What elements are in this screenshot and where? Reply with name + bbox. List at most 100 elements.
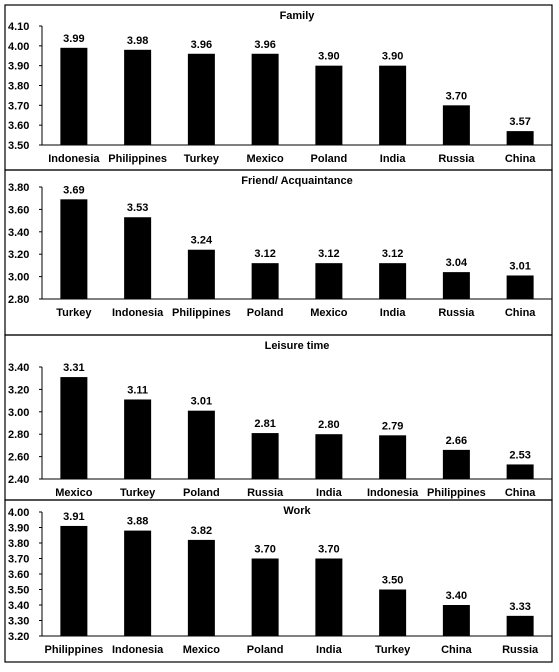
category-label: China	[505, 307, 536, 319]
category-label: Turkey	[375, 644, 411, 656]
y-tick-label: 3.40	[8, 362, 29, 374]
bar	[60, 525, 88, 636]
bar	[442, 105, 470, 145]
data-label: 3.53	[127, 202, 148, 214]
y-tick-label: 3.90	[8, 61, 29, 73]
y-tick-label: 3.70	[8, 554, 29, 566]
y-tick-label: 2.60	[8, 452, 29, 464]
y-tick-label: 2.80	[8, 429, 29, 441]
data-label: 3.04	[446, 257, 468, 269]
data-label: 3.24	[191, 235, 213, 247]
y-tick-label: 3.20	[8, 249, 29, 261]
bar	[315, 558, 343, 636]
category-label: Indonesia	[112, 644, 164, 656]
bar	[506, 615, 534, 636]
category-label: Mexico	[183, 644, 221, 656]
bar	[251, 433, 279, 479]
data-label: 3.12	[254, 248, 275, 260]
data-label: 2.53	[509, 449, 530, 461]
bar	[124, 530, 152, 636]
data-label: 3.96	[191, 39, 212, 51]
y-tick-label: 3.40	[8, 227, 29, 239]
y-tick-label: 3.70	[8, 100, 29, 112]
category-label: China	[441, 644, 472, 656]
bar	[315, 65, 343, 145]
data-label: 3.01	[191, 396, 212, 408]
bar	[442, 449, 470, 479]
data-label: 3.70	[254, 544, 275, 556]
bar	[60, 199, 88, 299]
data-label: 3.98	[127, 35, 148, 47]
category-label: China	[505, 153, 536, 165]
y-tick-label: 3.80	[8, 538, 29, 550]
data-label: 3.70	[446, 90, 467, 102]
y-tick-label: 3.50	[8, 140, 29, 152]
y-tick-label: 3.80	[8, 182, 29, 194]
category-label: Mexico	[246, 153, 284, 165]
category-label: Turkey	[184, 153, 220, 165]
bar	[187, 539, 215, 636]
y-tick-label: 3.40	[8, 600, 29, 612]
data-label: 3.12	[318, 248, 339, 260]
y-tick-label: 3.80	[8, 81, 29, 93]
category-label: Russia	[438, 307, 475, 319]
category-label: India	[380, 153, 407, 165]
y-tick-label: 4.00	[8, 507, 29, 519]
category-label: Indonesia	[367, 487, 419, 499]
bar	[379, 589, 407, 636]
bar	[251, 53, 279, 146]
y-tick-label: 3.90	[8, 523, 29, 535]
category-label: Philippines	[172, 307, 231, 319]
bar	[187, 53, 215, 146]
category-label: India	[380, 307, 407, 319]
y-tick-label: 3.00	[8, 272, 29, 284]
data-label: 3.01	[509, 260, 530, 272]
bar	[506, 131, 534, 145]
data-label: 3.50	[382, 575, 403, 587]
data-label: 3.40	[446, 590, 467, 602]
bar	[251, 263, 279, 299]
y-tick-label: 4.10	[8, 21, 29, 33]
category-label: Turkey	[120, 487, 156, 499]
bar	[187, 249, 215, 299]
bar	[442, 272, 470, 299]
category-label: China	[505, 487, 536, 499]
bar	[124, 49, 152, 145]
chart-title: Family	[280, 10, 316, 22]
data-label: 3.88	[127, 516, 148, 528]
category-label: Poland	[247, 644, 284, 656]
y-tick-label: 3.50	[8, 585, 29, 597]
y-tick-label: 4.00	[8, 41, 29, 53]
bar	[379, 435, 407, 479]
category-label: Indonesia	[112, 307, 164, 319]
y-tick-label: 3.20	[8, 384, 29, 396]
data-label: 3.31	[63, 362, 84, 374]
bar	[442, 605, 470, 636]
data-label: 2.81	[254, 418, 275, 430]
category-label: Mexico	[55, 487, 93, 499]
bar	[251, 558, 279, 636]
category-label: Philippines	[45, 644, 104, 656]
bar	[379, 65, 407, 145]
data-label: 3.70	[318, 544, 339, 556]
data-label: 3.57	[509, 116, 530, 128]
category-label: Mexico	[310, 307, 348, 319]
data-label: 3.82	[191, 525, 212, 537]
y-tick-label: 3.20	[8, 631, 29, 643]
category-label: Turkey	[56, 307, 92, 319]
chart-title: Friend/ Acquaintance	[241, 175, 352, 187]
y-tick-label: 2.40	[8, 474, 29, 486]
bar	[60, 377, 88, 479]
chart-panel-4	[4, 499, 553, 663]
category-label: Indonesia	[48, 153, 100, 165]
y-tick-label: 3.60	[8, 204, 29, 216]
category-label: Russia	[502, 644, 539, 656]
data-label: 3.12	[382, 248, 403, 260]
category-label: Poland	[247, 307, 284, 319]
data-label: 3.91	[63, 511, 84, 523]
bar	[124, 217, 152, 299]
bar	[315, 263, 343, 299]
y-tick-label: 3.60	[8, 569, 29, 581]
